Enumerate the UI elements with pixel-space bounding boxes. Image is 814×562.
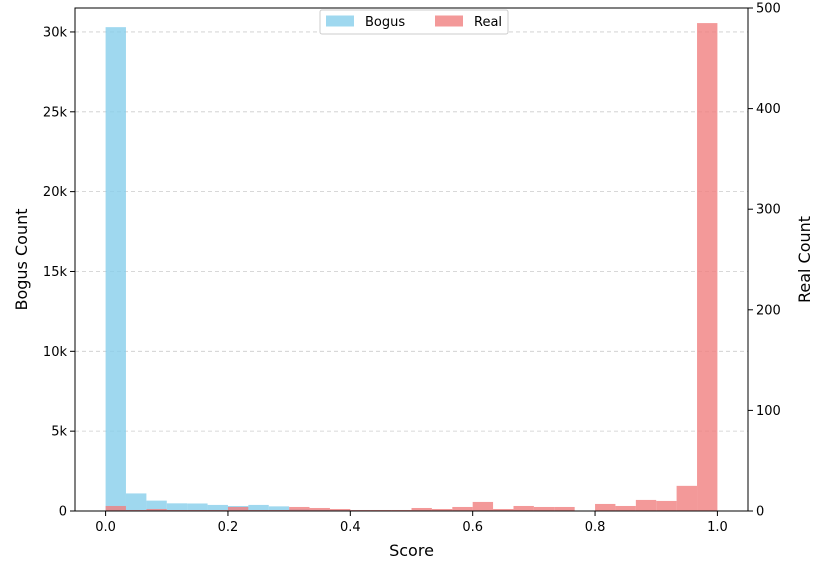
x-axis-title: Score [389,541,434,560]
real-bar [472,501,494,511]
x-tick-label: 0.2 [218,520,239,535]
bogus-bar [125,493,147,511]
y-left-tick-label: 15k [43,265,68,280]
y-left-tick-label: 0 [59,505,67,520]
y-right-tick-label: 200 [756,303,781,318]
bogus-series-bars [105,27,718,512]
y-left-tick-label: 25k [43,105,68,120]
real-bar [105,505,126,511]
real-bar [452,506,473,511]
real-bar [309,507,330,511]
y-left-tick-label: 30k [43,25,68,40]
y-axis-left-title: Bogus Count [12,209,31,311]
real-bar [125,509,147,511]
x-tick-label: 0.0 [95,520,116,535]
y-right-tick-label: 400 [756,102,781,117]
legend-label-real: Real [474,15,502,30]
y-axis-right: 0 100 200 300 400 500 [748,2,781,520]
real-bar [329,508,351,511]
bogus-bar [105,27,126,512]
y-right-tick-label: 0 [756,505,764,520]
legend-swatch-real [435,15,463,27]
x-tick-label: 0.4 [340,520,361,535]
x-tick-label: 1.0 [707,520,728,535]
x-tick-label: 0.6 [462,520,483,535]
real-series-bars [105,23,718,512]
bogus-bar [187,503,208,511]
real-bar [533,506,555,511]
x-axis: 0.0 0.2 0.4 0.6 0.8 1.0 [95,511,728,535]
real-bar [166,509,188,511]
bogus-bar [166,503,188,511]
real-bar [635,499,657,511]
y-left-tick-label: 20k [43,185,68,200]
real-bar [289,506,310,511]
y-right-tick-label: 300 [756,203,781,218]
y-left-tick-label: 5k [51,425,67,440]
y-right-tick-label: 100 [756,404,781,419]
legend-label-bogus: Bogus [365,15,405,30]
grid-lines [75,31,748,432]
real-bar [268,509,290,511]
real-bar [431,508,453,511]
real-bar [391,509,412,511]
x-tick-label: 0.8 [585,520,606,535]
y-axis-left: 0 5k 10k 15k 20k 25k 30k [43,25,75,520]
y-axis-right-title: Real Count [795,216,814,303]
real-bar [227,506,249,511]
real-bar [207,509,228,511]
y-left-tick-label: 10k [43,345,68,360]
real-bar [187,509,208,511]
legend: Bogus Real [319,9,509,35]
bogus-bar [268,506,290,511]
real-bar [493,508,514,511]
real-bar [370,509,392,511]
real-bar [146,508,167,511]
plot-frame [74,7,749,512]
bogus-bar [146,500,167,511]
real-bar [595,503,616,511]
real-bar [676,485,698,511]
real-bar [513,505,534,511]
bogus-bar [207,504,228,511]
real-bar [615,505,636,511]
real-bar [656,500,677,511]
real-bar [248,509,269,511]
real-bar [697,23,718,512]
real-bar [554,506,575,511]
real-bar [411,507,432,511]
real-bar [350,509,371,511]
y-right-tick-label: 500 [756,2,781,17]
legend-swatch-bogus [326,15,354,27]
bogus-bar [248,504,269,511]
